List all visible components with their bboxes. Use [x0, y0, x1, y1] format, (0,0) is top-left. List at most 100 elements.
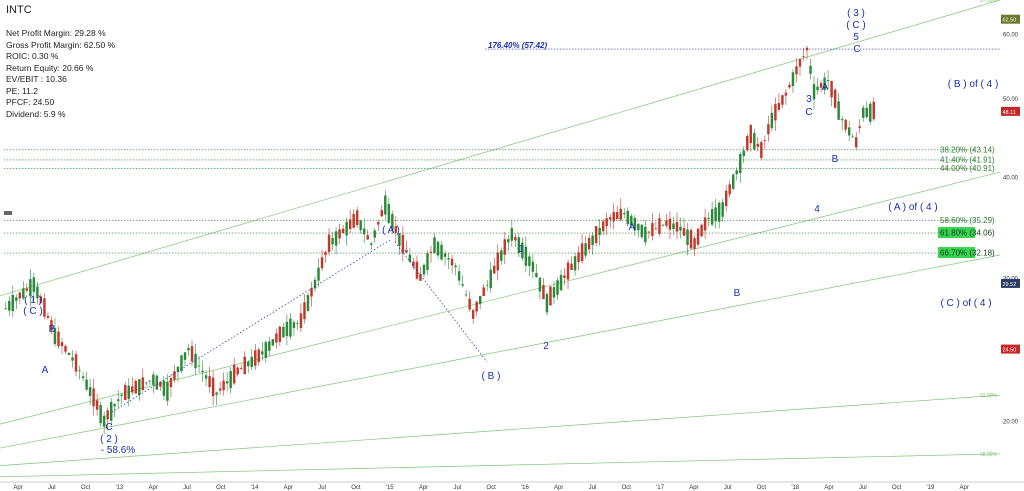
fib-highlight-box — [938, 247, 975, 259]
candle-body — [254, 350, 257, 366]
stat-ev-ebit: EV/EBIT : 10.36 — [6, 74, 67, 84]
x-tick-label: '15 — [386, 485, 394, 491]
candle-body — [707, 217, 710, 220]
candle-body — [791, 72, 795, 87]
stat-pfcf: PFCF: 24.50 — [6, 97, 55, 107]
candle-body — [204, 375, 208, 379]
wave-label: ( B ) of ( 4 ) — [948, 79, 999, 90]
candle-body — [865, 107, 868, 118]
y-tick-label: 50.00 — [1003, 97, 1019, 103]
candle-body — [324, 251, 327, 256]
wave-label: B — [832, 154, 839, 165]
candle-body — [155, 375, 159, 390]
y-tick-label: 60.00 — [1003, 33, 1019, 39]
candle-body — [559, 274, 563, 291]
candle-body — [148, 380, 152, 382]
candle-body — [756, 143, 760, 147]
candle-body — [608, 217, 612, 220]
wave-label: 1 — [518, 244, 524, 255]
x-tick-label: Oct — [622, 485, 632, 491]
wave-connector — [394, 241, 488, 363]
x-tick-label: Oct — [892, 485, 902, 491]
candle-body — [359, 220, 362, 231]
candle-body — [542, 285, 545, 300]
price-marker-label: 24.50 — [1003, 348, 1017, 354]
candle-body — [626, 210, 630, 225]
candle-body — [36, 286, 39, 299]
candle-body — [211, 377, 215, 397]
candle-body — [127, 385, 130, 399]
candle-body — [306, 295, 310, 311]
candle-body — [296, 322, 299, 324]
candle-body — [823, 77, 826, 91]
candle-body — [770, 112, 774, 129]
candle-body — [152, 374, 155, 385]
candle-body — [106, 410, 109, 420]
candle-body — [57, 331, 60, 347]
x-tick-label: Apr — [419, 485, 428, 491]
candle-body — [197, 365, 201, 367]
candle-body — [334, 231, 338, 246]
candle-body — [116, 399, 120, 401]
candle-body — [788, 84, 791, 88]
candle-body — [471, 310, 475, 319]
candle-body — [412, 261, 415, 267]
candle-body — [630, 215, 633, 226]
candle-body — [102, 415, 106, 427]
candle-body — [387, 204, 391, 223]
candle-body — [398, 233, 401, 246]
channel-line — [0, 171, 1001, 425]
candle-body — [173, 371, 176, 380]
candle-body — [566, 262, 570, 280]
candle-body — [236, 367, 239, 375]
x-tick-label: Jul — [859, 485, 867, 491]
candle-body — [373, 230, 376, 238]
price-marker-badge — [1001, 344, 1020, 354]
candle-body — [721, 202, 724, 217]
candle-body — [299, 313, 303, 329]
x-tick-label: Apr — [149, 485, 158, 491]
candle-body — [331, 238, 334, 245]
candle-body — [862, 107, 865, 118]
wave-label: A — [822, 82, 829, 93]
candle-body — [310, 288, 313, 297]
candle-body — [282, 326, 285, 338]
candle-body — [74, 354, 78, 372]
fib-level-label: 58.60% (35.29) — [940, 216, 995, 225]
x-tick-label: '16 — [521, 485, 529, 491]
candle-body — [159, 382, 162, 387]
candle-body — [419, 273, 422, 281]
channel-line — [0, 254, 1001, 449]
candle-body — [190, 346, 194, 362]
candle-body — [503, 239, 507, 255]
price-marker-label: 48.11 — [1003, 110, 1016, 116]
candle-body — [812, 84, 816, 100]
candle-body — [605, 218, 608, 227]
candle-body — [362, 228, 366, 235]
candle-body — [208, 376, 211, 388]
candle-body — [422, 264, 426, 275]
candle-body — [844, 119, 847, 130]
candle-body — [120, 394, 123, 396]
candle-body — [247, 361, 250, 367]
candle-body — [493, 265, 496, 274]
candle-body — [46, 316, 50, 318]
candle-body — [222, 380, 225, 391]
candle-body — [313, 279, 317, 289]
candle-body — [693, 238, 696, 250]
candle-body — [352, 213, 355, 228]
candle-body — [802, 56, 805, 57]
candle-body — [169, 378, 173, 388]
candle-body — [92, 388, 95, 407]
candle-body — [457, 271, 461, 281]
candle-body — [348, 219, 352, 230]
stat-net-profit-margin: Net Profit Margin: 29.28 % — [6, 28, 106, 38]
candle-body — [798, 59, 802, 67]
x-tick-label: Jul — [318, 485, 326, 491]
candle-body — [391, 214, 394, 230]
x-tick-label: Apr — [960, 485, 969, 491]
candle-body — [682, 228, 686, 236]
candle-body — [496, 252, 499, 271]
candle-body — [71, 357, 74, 361]
